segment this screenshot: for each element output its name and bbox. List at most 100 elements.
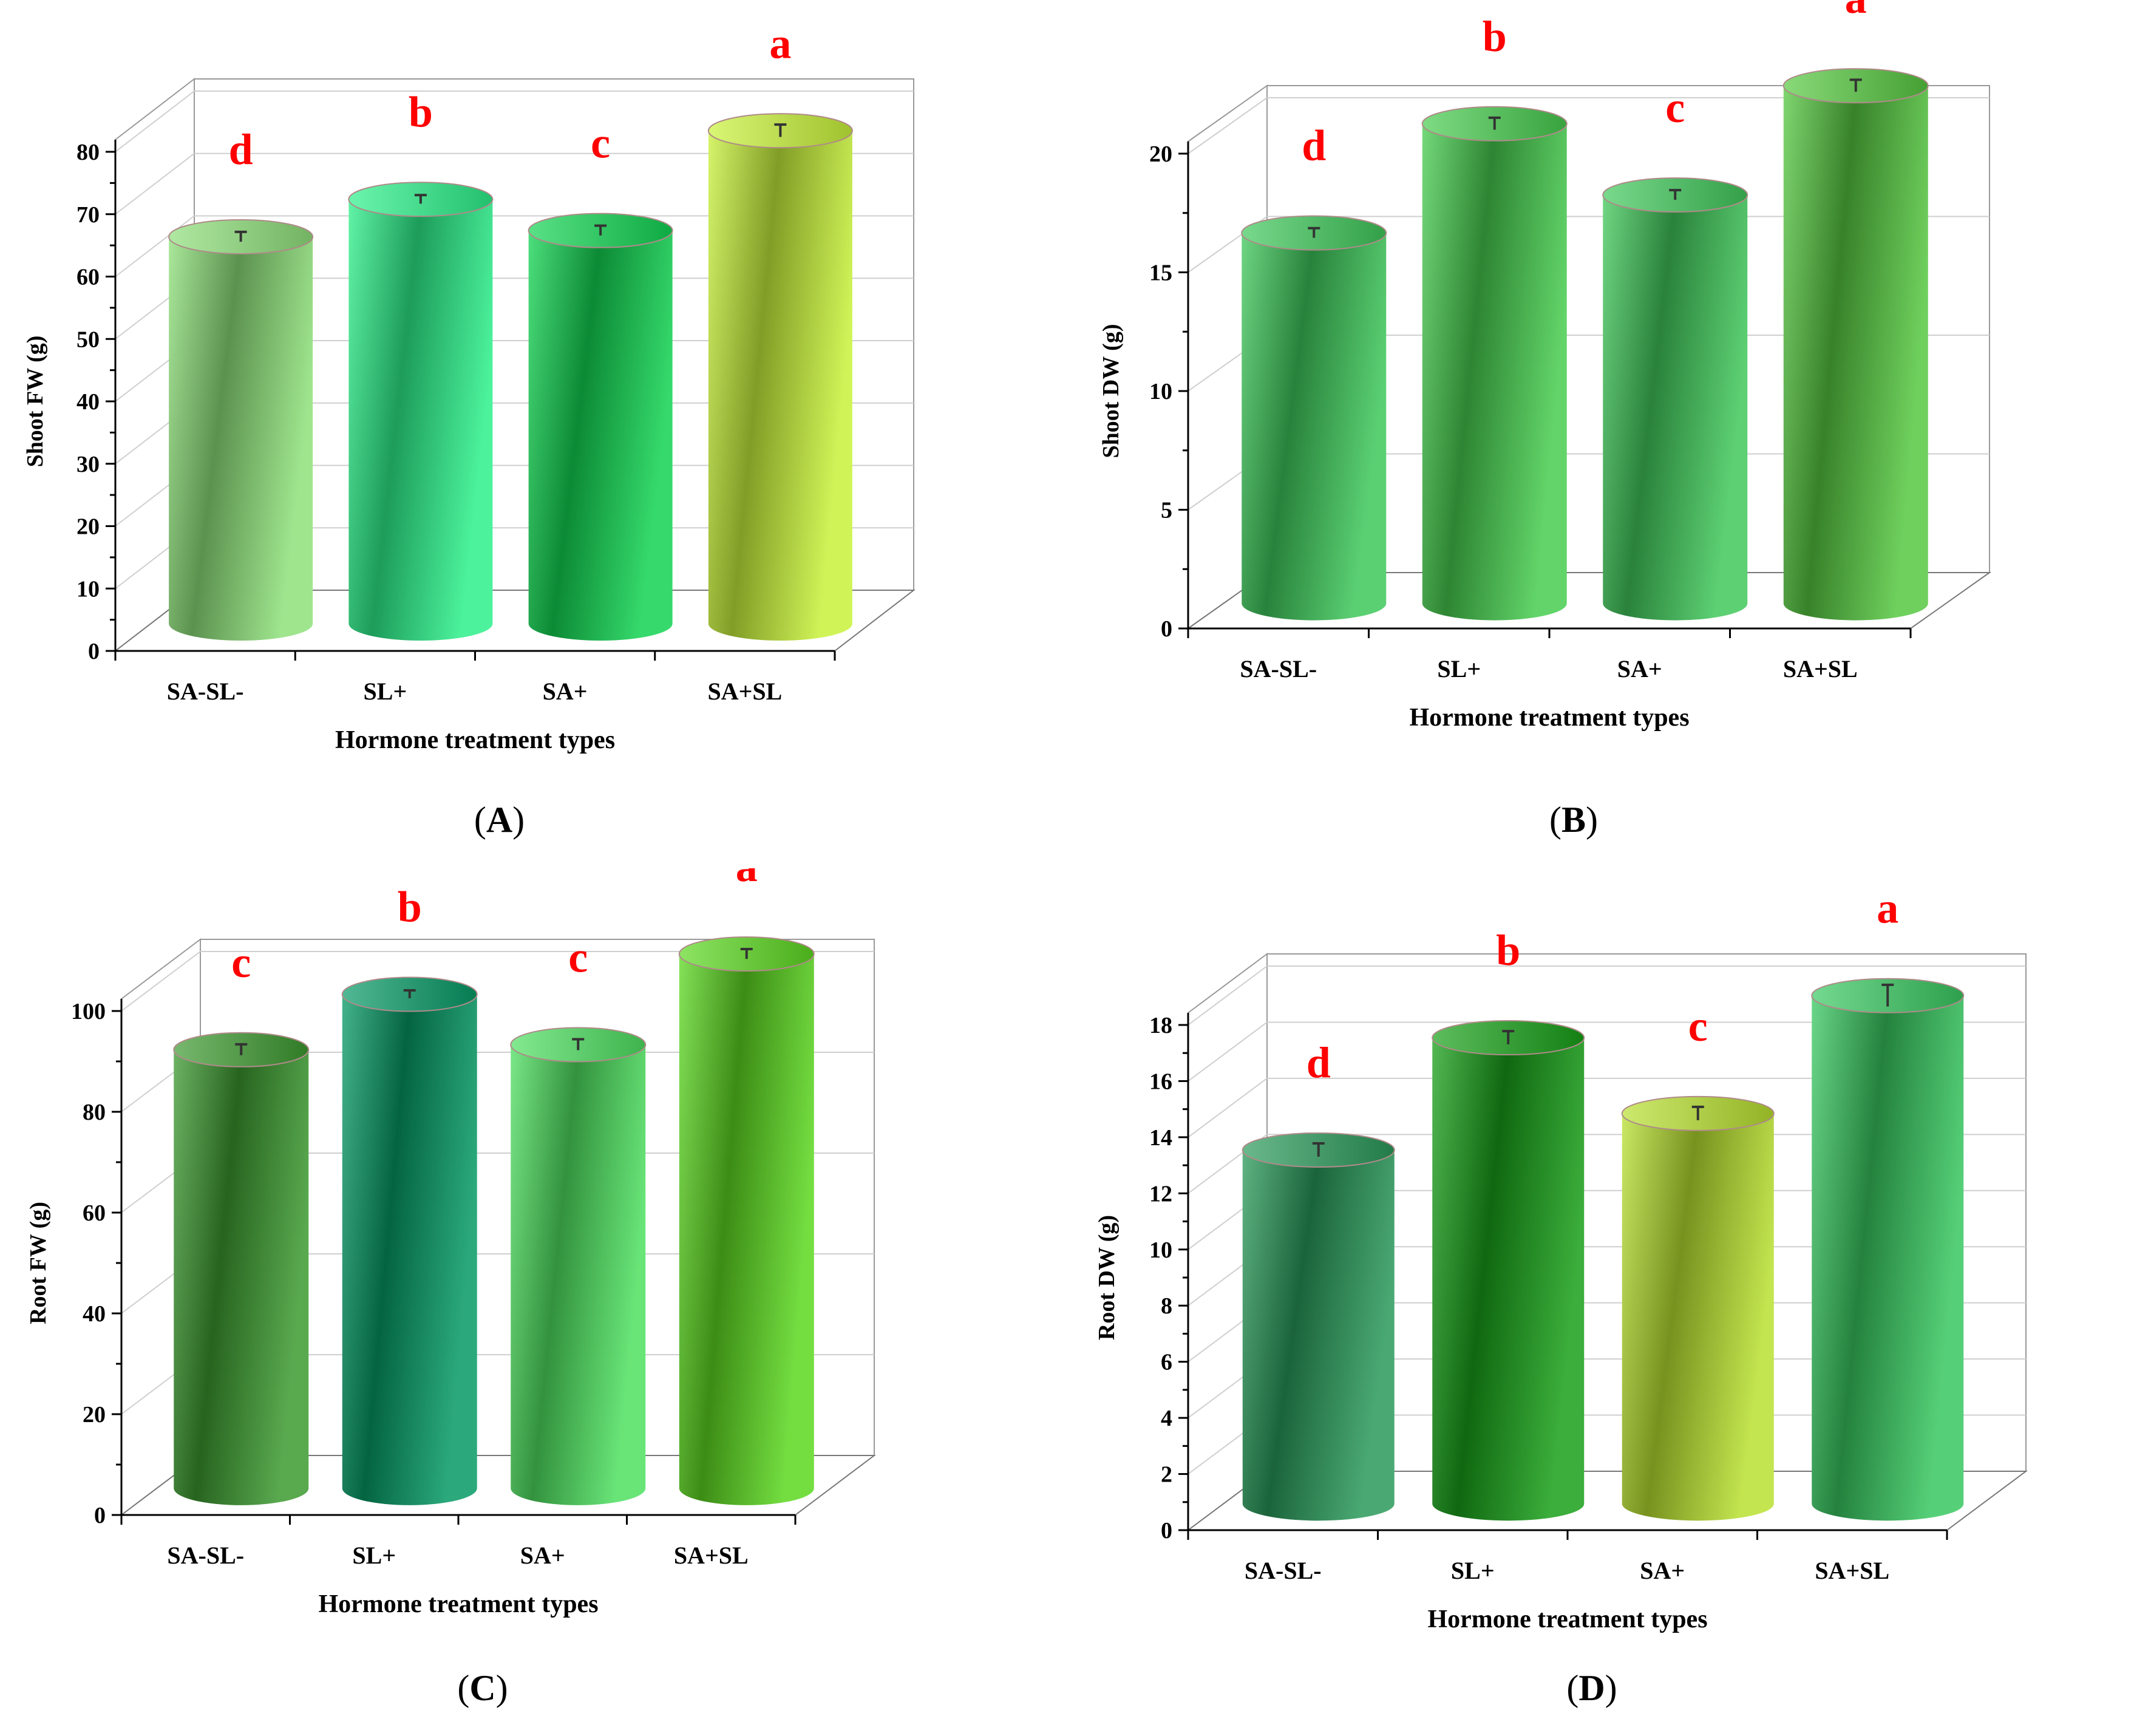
bar-SA+SL bbox=[1811, 978, 1965, 1521]
significance-letter: c bbox=[231, 938, 251, 987]
bar-body bbox=[1242, 1149, 1395, 1521]
x-tick-label: SA+SL bbox=[674, 1542, 749, 1569]
gridline-side bbox=[115, 90, 195, 152]
y-tick-label: 6 bbox=[1161, 1350, 1172, 1375]
y-axis-label: Root DW (g) bbox=[1094, 1215, 1120, 1340]
y-tick-label: 2 bbox=[1161, 1462, 1172, 1488]
bar-SL+ bbox=[1421, 106, 1568, 621]
x-tick-label: SA-SL- bbox=[167, 678, 244, 705]
bar-body bbox=[1432, 1038, 1585, 1521]
panel-caption: (C) bbox=[457, 1668, 508, 1708]
y-tick-label: 100 bbox=[71, 999, 106, 1024]
significance-letter: b bbox=[1496, 926, 1520, 975]
significance-letter: d bbox=[1307, 1038, 1331, 1087]
chart-panel-c: 0 20 40 60 80 100 Root FW (g) c SA-SL-b SL+ c SA+ a S… bbox=[25, 868, 876, 1708]
y-axis-label: Shoot FW (g) bbox=[22, 336, 48, 468]
y-tick-label: 40 bbox=[83, 1301, 106, 1327]
panel-caption: (A) bbox=[474, 800, 525, 840]
y-tick-label: 30 bbox=[76, 452, 100, 477]
y-tick-label: 12 bbox=[1149, 1181, 1172, 1207]
x-axis-label: Hormone treatment types bbox=[335, 726, 615, 754]
significance-letter: b bbox=[398, 883, 422, 931]
y-tick-label: 0 bbox=[94, 1503, 106, 1528]
x-tick-label: SL+ bbox=[1437, 655, 1481, 682]
y-tick-label: 10 bbox=[1149, 379, 1172, 404]
chart-panel-a: 0 10 20 30 40 50 60 70 80 Shoot FW (g) d SA-SL-b SL+… bbox=[22, 19, 916, 840]
y-tick-label: 20 bbox=[83, 1402, 106, 1428]
significance-letter: d bbox=[1302, 121, 1326, 170]
y-tick-label: 0 bbox=[88, 639, 100, 664]
significance-letter: b bbox=[409, 87, 433, 136]
y-axis-label: Shoot DW (g) bbox=[1098, 324, 1124, 458]
significance-letter: a bbox=[1877, 884, 1898, 933]
x-axis-label: Hormone treatment types bbox=[1409, 704, 1689, 732]
y-tick-label: 10 bbox=[76, 576, 100, 602]
chart-panel-b: 0 5 10 15 20 Shoot DW (g) d SA-SL-b SL+ c SA+ a SA+S… bbox=[1098, 0, 1992, 840]
gridline-side bbox=[1188, 1078, 1268, 1138]
bar-body bbox=[1242, 233, 1387, 621]
bar-body bbox=[1783, 86, 1928, 621]
significance-letter: c bbox=[1688, 1002, 1708, 1050]
x-tick-label: SA+ bbox=[1640, 1557, 1685, 1584]
y-tick-label: 10 bbox=[1149, 1237, 1172, 1263]
bar-body bbox=[528, 230, 673, 641]
y-tick-label: 50 bbox=[76, 327, 100, 352]
gridline-side bbox=[1188, 1021, 1268, 1082]
y-tick-label: 20 bbox=[76, 514, 100, 540]
bar-SA+ bbox=[528, 213, 673, 641]
bar-body bbox=[1622, 1113, 1774, 1521]
gridline-side bbox=[1188, 97, 1268, 154]
y-tick-label: 0 bbox=[1161, 1518, 1172, 1544]
bar-SA-SL- bbox=[168, 219, 314, 641]
x-tick-label: SA+SL bbox=[1783, 655, 1858, 682]
y-tick-label: 60 bbox=[83, 1200, 106, 1226]
x-tick-label: SA-SL- bbox=[167, 1542, 244, 1569]
y-tick-label: 80 bbox=[76, 140, 100, 165]
significance-letter: a bbox=[1845, 0, 1867, 22]
significance-letter: a bbox=[769, 19, 791, 67]
y-tick-label: 14 bbox=[1149, 1125, 1172, 1151]
y-axis-label: Root FW (g) bbox=[25, 1202, 51, 1324]
bar-body bbox=[169, 236, 313, 641]
x-tick-label: SA+SL bbox=[707, 678, 782, 705]
bar-SL+ bbox=[1432, 1020, 1585, 1521]
significance-letter: b bbox=[1483, 12, 1507, 61]
x-tick-label: SA+ bbox=[520, 1542, 565, 1569]
gridline-side bbox=[1188, 965, 1268, 1026]
bar-SA+SL bbox=[1782, 68, 1929, 621]
bar-body bbox=[174, 1049, 309, 1505]
bar-SA+ bbox=[1602, 177, 1748, 621]
y-tick-label: 0 bbox=[1161, 616, 1172, 642]
x-axis-label: Hormone treatment types bbox=[318, 1590, 598, 1618]
x-tick-label: SA+SL bbox=[1815, 1557, 1889, 1584]
x-tick-label: SA+ bbox=[1617, 655, 1662, 682]
panel-caption: (B) bbox=[1549, 800, 1598, 840]
bar-SL+ bbox=[341, 976, 478, 1505]
bar-SA+SL bbox=[707, 113, 853, 641]
bar-body bbox=[1603, 195, 1748, 621]
y-tick-label: 4 bbox=[1161, 1406, 1172, 1431]
y-tick-label: 15 bbox=[1149, 260, 1172, 286]
bar-body bbox=[348, 199, 493, 641]
y-tick-label: 60 bbox=[76, 265, 100, 290]
x-tick-label: SL+ bbox=[364, 678, 407, 705]
bar-body bbox=[1812, 995, 1964, 1521]
x-axis-label: Hormone treatment types bbox=[1427, 1605, 1707, 1633]
significance-letter: c bbox=[591, 119, 610, 168]
y-tick-label: 40 bbox=[76, 389, 100, 415]
significance-letter: c bbox=[568, 933, 588, 982]
x-tick-label: SA-SL- bbox=[1240, 655, 1317, 682]
bar-SA-SL- bbox=[1242, 1132, 1395, 1521]
bar-SA-SL- bbox=[1241, 215, 1387, 621]
y-tick-label: 18 bbox=[1149, 1013, 1172, 1038]
bar-body bbox=[708, 131, 852, 641]
y-tick-label: 80 bbox=[83, 1100, 106, 1125]
bar-SA+ bbox=[510, 1027, 647, 1505]
y-tick-label: 16 bbox=[1149, 1069, 1172, 1094]
bar-body bbox=[1422, 123, 1567, 621]
chart-panel-d: 0 2 4 6 8 10 12 14 16 18 Root DW (g) d SA-SL-b SL+ c SA… bbox=[1094, 884, 2028, 1708]
y-tick-label: 70 bbox=[76, 202, 100, 228]
x-tick-label: SL+ bbox=[352, 1542, 396, 1569]
y-tick-label: 20 bbox=[1149, 141, 1172, 167]
y-tick-label: 8 bbox=[1161, 1293, 1172, 1319]
